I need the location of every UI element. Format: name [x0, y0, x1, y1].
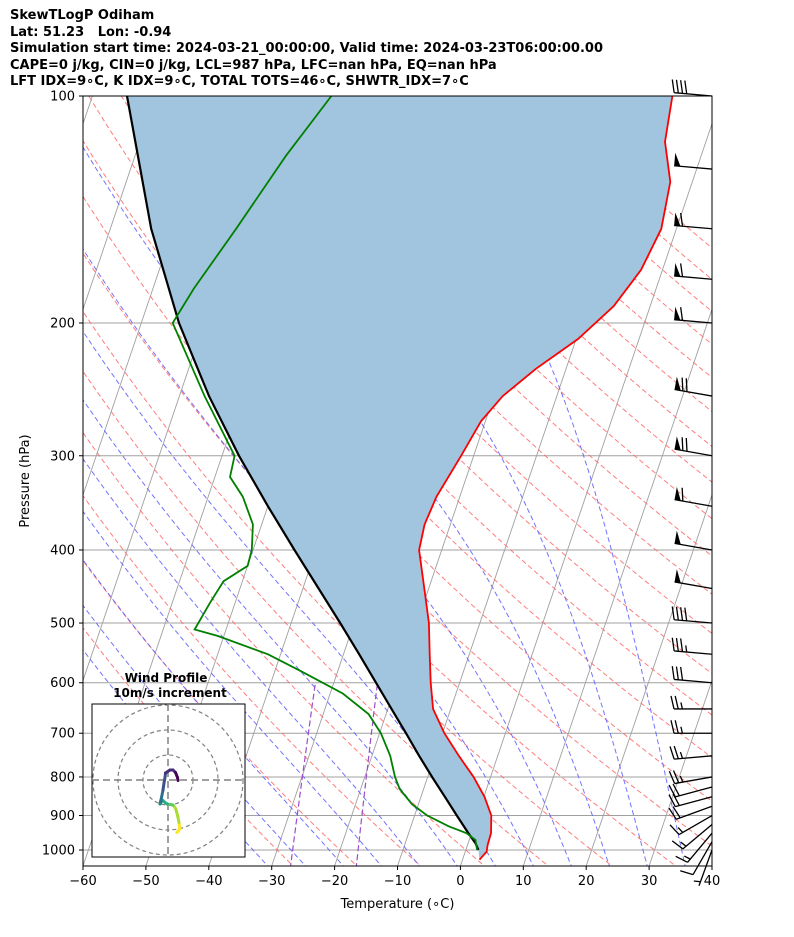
location-line: Lat: 51.23 Lon: -0.94 — [10, 24, 172, 40]
y-axis-label: Pressure (hPa) — [18, 434, 33, 527]
moist-adiabat — [83, 330, 496, 866]
dry-adiabat — [83, 252, 677, 866]
wind-barb — [674, 306, 713, 324]
wind-barb — [674, 152, 713, 170]
wind-barb — [671, 823, 713, 850]
cape-line: CAPE=0 j/kg, CIN=0 j/kg, LCL=987 hPa, LF… — [10, 57, 497, 73]
y-tick-label: 1000 — [42, 844, 75, 859]
y-tick-label: 500 — [50, 617, 75, 632]
wind-barb — [671, 666, 713, 684]
x-tick-label: −60 — [69, 874, 96, 889]
y-tick-label: 800 — [50, 770, 75, 785]
moist-adiabat — [83, 458, 420, 866]
isotherm-line — [775, 96, 794, 866]
wind-barb — [674, 569, 713, 590]
y-tick-label: 300 — [50, 449, 75, 464]
wind-barb — [674, 436, 713, 457]
dry-adiabat — [381, 96, 712, 413]
x-tick-label: 20 — [578, 874, 595, 889]
mixing-ratio-line — [355, 682, 379, 866]
isotherm-line — [522, 307, 712, 866]
indices-line: LFT IDX=9∘C, K IDX=9∘C, TOTAL TOTS=46∘C,… — [10, 74, 469, 90]
wind-barb — [674, 376, 713, 397]
time-line: Simulation start time: 2024-03-21_00:00:… — [10, 41, 603, 57]
moist-adiabat — [386, 96, 686, 866]
dry-adiabat — [283, 96, 712, 520]
wind-barb — [671, 606, 713, 624]
x-tick-label: 30 — [641, 874, 658, 889]
x-axis-label: Temperature (∘C) — [340, 897, 455, 912]
wind-barb — [693, 849, 713, 886]
wind-barb — [669, 814, 713, 836]
wind-barb — [671, 79, 713, 97]
wind-barbs — [668, 79, 713, 886]
moist-adiabat — [83, 604, 307, 866]
hodograph-subtitle: 10m/s increment — [113, 686, 227, 700]
wind-barb — [674, 262, 713, 280]
wind-barb — [674, 530, 713, 551]
dry-adiabat — [83, 195, 712, 847]
y-tick-label: 400 — [50, 543, 75, 558]
wind-barb — [670, 695, 712, 710]
isotherm-line — [83, 96, 156, 311]
parcel-profile-line — [125, 96, 480, 851]
cape-shaded-area — [127, 96, 673, 860]
isotherm-line — [648, 679, 712, 866]
moist-adiabat — [129, 96, 610, 866]
dry-adiabat — [83, 560, 358, 866]
x-tick-label: 10 — [515, 874, 532, 889]
isotherm-line — [83, 96, 93, 126]
wind-barb — [668, 783, 713, 798]
x-tick-label: 0 — [456, 874, 464, 889]
wind-barb — [675, 832, 713, 863]
isotherm-line — [711, 864, 712, 866]
y-tick-label: 600 — [50, 676, 75, 691]
x-tick-label: −30 — [258, 874, 285, 889]
wind-barb — [668, 805, 713, 820]
chart-header: SkewTLogP Odiham Lat: 51.23 Lon: -0.94 S… — [10, 8, 603, 91]
wind-barb — [670, 720, 712, 734]
wind-barb — [668, 770, 713, 785]
y-tick-label: 200 — [50, 316, 75, 331]
wind-barb — [671, 637, 713, 655]
y-tick-label: 700 — [50, 727, 75, 742]
x-tick-label: −10 — [384, 874, 411, 889]
dry-adiabat — [218, 96, 712, 595]
moist-adiabat — [83, 248, 534, 866]
temperature-line — [418, 96, 674, 861]
x-tick-label: −40 — [195, 874, 222, 889]
wind-barb — [674, 486, 713, 507]
plot-area — [83, 96, 794, 866]
dry-adiabat — [83, 495, 422, 866]
isotherm-line — [585, 493, 712, 866]
x-tick-label: 40 — [704, 874, 721, 889]
dewpoint-line — [171, 96, 478, 851]
dry-adiabat — [316, 96, 712, 483]
chart-title: SkewTLogP Odiham — [10, 8, 155, 23]
wind-barb — [668, 793, 713, 808]
y-tick-label: 100 — [50, 90, 75, 105]
axes: −60 −50 −40 −30 −20 −10 0 10 20 30 40 1000 900 800 700… — [42, 90, 720, 890]
x-tick-label: −20 — [321, 874, 348, 889]
hodograph-inset: Wind Profile 10m/s increment — [91, 671, 246, 858]
hodograph-title: Wind Profile — [125, 671, 208, 685]
y-tick-label: 900 — [50, 809, 75, 824]
mixing-ratio-line — [289, 682, 316, 866]
x-tick-label: −50 — [132, 874, 159, 889]
moist-adiabat — [83, 398, 458, 866]
wind-barb — [674, 212, 713, 230]
hodograph-segment — [176, 776, 180, 782]
dry-adiabat — [251, 96, 712, 557]
wind-barb — [669, 745, 713, 760]
wind-barb — [680, 841, 713, 876]
